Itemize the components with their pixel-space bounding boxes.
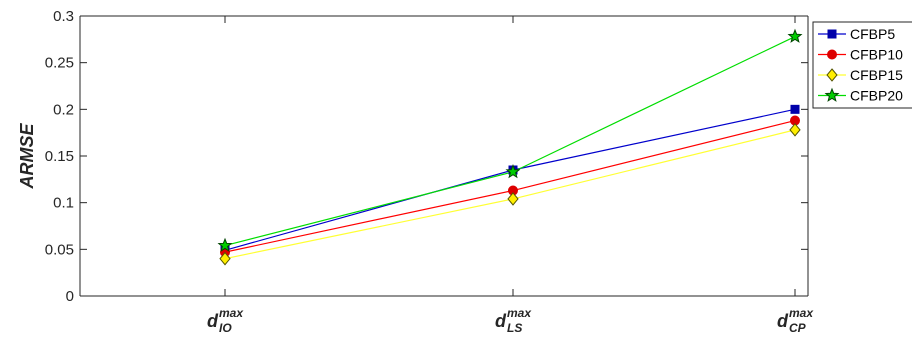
x-tick-label-sup: max: [789, 306, 814, 320]
legend-marker-cfbp5: [827, 29, 837, 39]
legend-label-cfbp20: CFBP20: [850, 88, 903, 104]
legend-marker-cfbp15: [826, 68, 838, 82]
y-tick-label: 0.15: [45, 148, 74, 165]
y-tick-label: 0.25: [45, 55, 74, 72]
y-axis-label: ARMSE: [17, 123, 37, 190]
data-point-cfbp15: [219, 251, 231, 266]
legend-label-cfbp15: CFBP15: [850, 67, 903, 83]
series-markers: [217, 28, 803, 266]
x-tick-label-base: d: [777, 311, 789, 331]
plot-area: [80, 16, 808, 296]
x-tick-label-sub: IO: [219, 321, 232, 335]
data-point-cfbp15: [789, 123, 801, 137]
x-tick-label-sub: LS: [507, 321, 522, 335]
data-point-cfbp20: [505, 163, 521, 179]
data-point-cfbp5: [790, 104, 800, 114]
legend: CFBP5 CFBP10 CFBP15 CFBP20: [812, 21, 912, 109]
y-tick-label: 0.05: [45, 241, 74, 258]
data-point-cfbp20: [217, 237, 233, 252]
x-tick-label-base: d: [495, 311, 507, 331]
y-tick-label: 0.2: [53, 101, 74, 118]
data-point-cfbp15: [507, 192, 519, 206]
data-point-cfbp20: [787, 28, 803, 43]
y-tick-label: 0.1: [53, 195, 74, 212]
x-tick-label-base: d: [207, 311, 219, 331]
legend-label-cfbp5: CFBP5: [850, 26, 895, 42]
x-tick-label-sup: max: [219, 306, 244, 320]
y-tick-label: 0: [66, 288, 74, 305]
y-tick-label: 0.3: [53, 8, 74, 25]
x-tick-label-sub: CP: [789, 321, 807, 335]
legend-marker-cfbp10: [827, 49, 837, 60]
legend-marker-cfbp20: [824, 87, 840, 102]
x-tick-label-sup: max: [507, 306, 532, 320]
legend-label-cfbp10: CFBP10: [850, 47, 903, 63]
